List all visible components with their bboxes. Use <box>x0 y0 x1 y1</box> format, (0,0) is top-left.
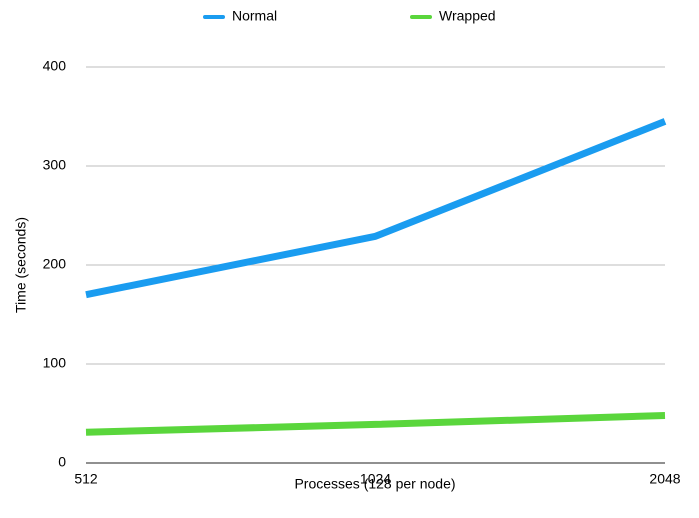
y-tick-label: 400 <box>43 58 67 74</box>
x-axis-ticks: 512 1024 2048 <box>74 471 680 487</box>
y-tick-label: 100 <box>43 355 67 371</box>
legend-label-wrapped: Wrapped <box>439 8 496 24</box>
series-lines <box>85 118 667 436</box>
y-tick-label: 300 <box>43 157 67 173</box>
series-line-normal <box>85 118 667 299</box>
legend-label-normal: Normal <box>232 8 277 24</box>
y-axis-ticks: 0 100 200 300 400 <box>43 58 67 470</box>
gridlines <box>86 66 665 464</box>
y-tick-label: 0 <box>58 454 66 470</box>
x-tick-label: 512 <box>74 471 98 487</box>
y-tick-label: 200 <box>43 256 67 272</box>
series-line-wrapped <box>85 412 666 436</box>
x-tick-label: 2048 <box>649 471 680 487</box>
legend: Normal Wrapped <box>203 8 496 24</box>
y-axis-title: Time (seconds) <box>13 217 29 313</box>
x-tick-label: 1024 <box>360 471 391 487</box>
x-axis-title: Processes (128 per node) <box>294 476 455 492</box>
